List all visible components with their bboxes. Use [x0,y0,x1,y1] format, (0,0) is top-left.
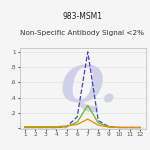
Text: Non-Specific Antibody Signal <2%: Non-Specific Antibody Signal <2% [21,30,144,36]
Text: Q.: Q. [60,64,118,113]
Text: 983-MSM1: 983-MSM1 [63,12,102,21]
